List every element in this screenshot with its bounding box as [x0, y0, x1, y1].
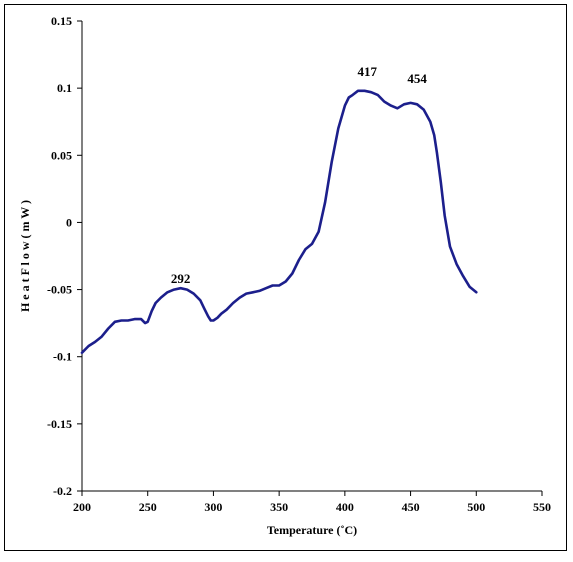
y-tick-label: 0.05 [51, 148, 72, 162]
chart-frame: 200 250 300 350 400 450 500 550 -0.2 -0.15 -0.1 -0… [4, 4, 567, 551]
y-tick-label: -0.1 [53, 350, 72, 364]
peak-annotation: 417 [357, 64, 377, 79]
y-tick-label: 0 [66, 215, 72, 229]
y-axis-ticks: -0.2 -0.15 -0.1 -0.05 0 0.05 0.1 0.15 [47, 14, 82, 498]
y-tick-label: -0.05 [47, 283, 72, 297]
y-tick-label: -0.15 [47, 417, 72, 431]
series-group [80, 89, 478, 354]
y-tick-label: 0.15 [51, 14, 72, 28]
x-tick-label: 550 [533, 500, 551, 514]
peak-annotation: 292 [171, 271, 191, 286]
x-tick-label: 300 [204, 500, 222, 514]
x-tick-label: 450 [402, 500, 420, 514]
y-tick-label: -0.2 [53, 484, 72, 498]
x-axis-title: Temperature (˚C) [267, 523, 357, 537]
heat-flow-chart: 200 250 300 350 400 450 500 550 -0.2-0.15-0.1-0… [18, 14, 551, 537]
heat-flow-line [80, 89, 478, 354]
y-axis-title: H e a t F l o w ( m W ) [18, 200, 32, 312]
x-tick-label: 200 [73, 500, 91, 514]
chart-axes [81, 21, 542, 492]
x-tick-label: 350 [270, 500, 288, 514]
x-tick-label: 400 [336, 500, 354, 514]
x-tick-label: 250 [139, 500, 157, 514]
x-axis-ticks: 200 250 300 350 400 450 500 550 [73, 491, 551, 514]
annotations-group: 292 417 454 [171, 64, 428, 286]
peak-annotation: 454 [407, 71, 427, 86]
x-tick-label: 500 [467, 500, 485, 514]
y-tick-label: 0.1 [57, 81, 72, 95]
